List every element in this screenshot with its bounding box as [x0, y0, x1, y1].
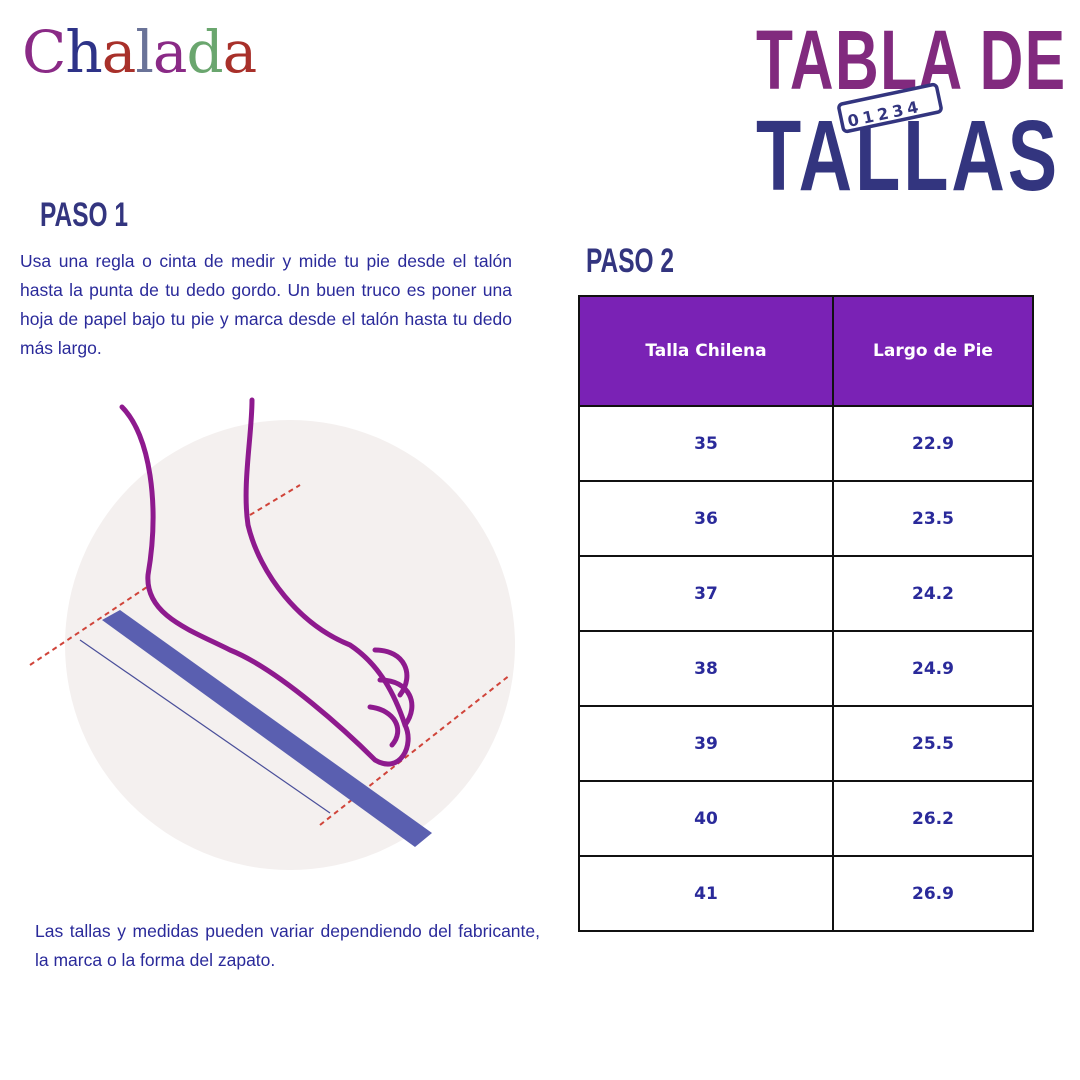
table-header-row: Talla Chilena Largo de Pie: [578, 295, 1034, 407]
table-row: 38 24.9: [578, 630, 1034, 707]
size-table: Talla Chilena Largo de Pie 35 22.9 36 23.5…: [578, 295, 1034, 932]
length-cell: 23.5: [832, 480, 1034, 557]
header-largo-de-pie: Largo de Pie: [832, 295, 1034, 407]
table-row: 41 26.9: [578, 855, 1034, 932]
size-cell: 36: [578, 480, 834, 557]
size-cell: 39: [578, 705, 834, 782]
title-line2: TALLAS: [756, 100, 1061, 212]
step1-text: Usa una regla o cinta de medir y mide tu…: [20, 251, 512, 358]
table-row: 40 26.2: [578, 780, 1034, 857]
length-cell: 22.9: [832, 405, 1034, 482]
table-row: 36 23.5: [578, 480, 1034, 557]
ruler-icon: 01234: [837, 82, 943, 134]
length-cell: 26.2: [832, 780, 1034, 857]
length-cell: 24.2: [832, 555, 1034, 632]
size-cell: 35: [578, 405, 834, 482]
size-cell: 38: [578, 630, 834, 707]
length-cell: 26.9: [832, 855, 1034, 932]
length-cell: 24.9: [832, 630, 1034, 707]
size-cell: 37: [578, 555, 834, 632]
table-row: 39 25.5: [578, 705, 1034, 782]
page-title: TABLA DE TALLAS 01234: [756, 18, 1065, 212]
size-cell: 41: [578, 855, 834, 932]
length-cell: 25.5: [832, 705, 1034, 782]
disclaimer-note: Las tallas y medidas pueden variar depen…: [35, 921, 540, 970]
step1-heading: PASO 1: [40, 196, 128, 234]
table-row: 37 24.2: [578, 555, 1034, 632]
table-row: 35 22.9: [578, 405, 1034, 482]
header-talla-chilena: Talla Chilena: [578, 295, 834, 407]
size-cell: 40: [578, 780, 834, 857]
chalada-logo: Chalada: [22, 18, 257, 86]
step2-heading: PASO 2: [586, 242, 674, 280]
foot-measure-illustration: [29, 397, 515, 870]
